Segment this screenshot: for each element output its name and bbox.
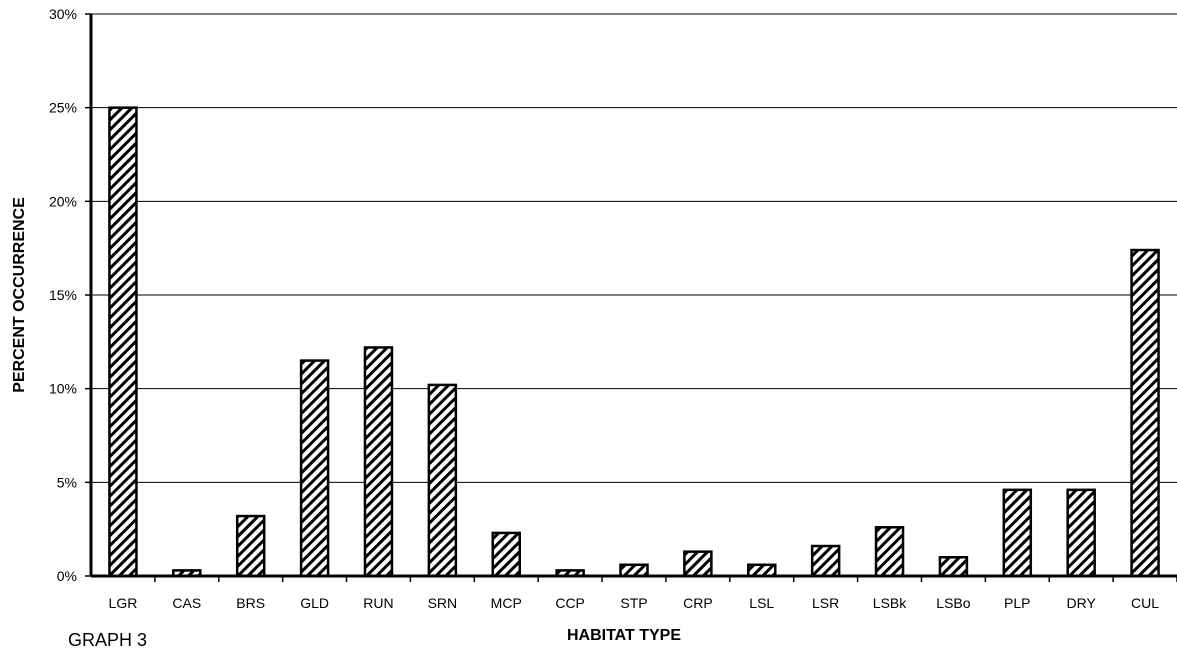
x-axis-ticks: LGR CAS BRS GLD RUN SRN MCP CCP STP CRP LSL LSR LSBk… (109, 576, 1177, 611)
bar-lsl (747, 563, 777, 578)
x-tick-label: LSBo (936, 595, 970, 611)
x-tick-label: CAS (172, 595, 201, 611)
x-tick-label: GLD (300, 595, 329, 611)
x-tick-label: LSL (749, 595, 774, 611)
x-tick-label: MCP (491, 595, 522, 611)
x-tick-label: SRN (428, 595, 458, 611)
y-tick-label: 10% (49, 381, 77, 397)
y-tick-label: 15% (49, 287, 77, 303)
bar-lgr (108, 106, 138, 578)
y-axis-title: PERCENT OCCURRENCE (11, 197, 28, 393)
bar-plp (1002, 488, 1033, 578)
y-tick-label: 0% (57, 568, 77, 584)
bar-lsbo (938, 556, 969, 578)
graph-caption: GRAPH 3 (68, 630, 148, 650)
y-tick-label: 25% (49, 100, 77, 116)
y-tick-label: 5% (57, 474, 77, 490)
bar-run (363, 346, 394, 578)
bar-gld (299, 359, 330, 578)
bar-dry (1066, 488, 1096, 578)
bar-lsbk (874, 526, 905, 578)
bar-crp (683, 550, 713, 578)
x-tick-label: LGR (109, 595, 138, 611)
bar-brs (235, 514, 266, 578)
x-tick-label: STP (620, 595, 647, 611)
x-tick-label: LSR (812, 595, 839, 611)
gridlines (91, 13, 1177, 483)
x-tick-label: RUN (363, 595, 393, 611)
x-tick-label: BRS (236, 595, 265, 611)
x-tick-label: PLP (1004, 595, 1030, 611)
x-tick-label: CUL (1131, 595, 1159, 611)
x-axis-title: HABITAT TYPE (567, 627, 681, 644)
y-tick-label: 20% (49, 193, 77, 209)
x-tick-label: LSBk (873, 595, 907, 611)
bar-cul (1130, 248, 1160, 578)
y-axis-ticks: 0% 5% 10% 15% 20% 25% 30% (49, 6, 91, 584)
y-tick-label: 30% (49, 6, 77, 22)
x-tick-label: DRY (1067, 595, 1097, 611)
x-tick-label: CRP (683, 595, 713, 611)
x-tick-label: CCP (555, 595, 585, 611)
bar-mcp (491, 531, 521, 578)
bar-srn (427, 383, 458, 578)
bars (108, 106, 1160, 578)
bar-lsr (810, 544, 841, 578)
bar-stp (619, 563, 649, 578)
